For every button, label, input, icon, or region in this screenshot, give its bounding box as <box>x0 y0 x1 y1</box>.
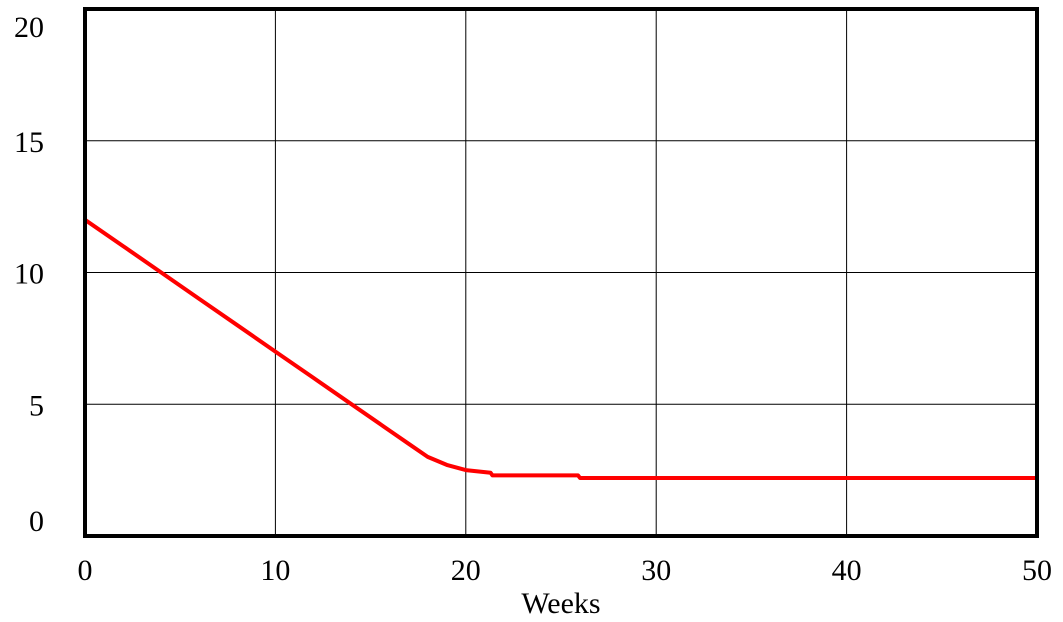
x-tick-label: 50 <box>1022 554 1052 587</box>
y-tick-label: 5 <box>29 389 44 422</box>
series-layer <box>83 217 1039 480</box>
x-tick-label: 40 <box>832 554 862 587</box>
x-tick-label: 0 <box>78 554 93 587</box>
y-tick-label: 20 <box>14 11 44 44</box>
x-axis-title: Weeks <box>521 587 600 620</box>
grid <box>85 9 1037 536</box>
x-tick-label: 30 <box>641 554 671 587</box>
x-tick-label: 10 <box>260 554 290 587</box>
plot-frame <box>83 7 1039 538</box>
y-tick-label: 15 <box>14 126 44 159</box>
series-line <box>83 217 1039 480</box>
y-axis-ticks: 0 5 10 15 20 <box>14 11 44 538</box>
y-tick-label: 10 <box>14 258 44 291</box>
x-axis-ticks: 0 10 20 30 40 50 <box>78 554 1053 587</box>
y-tick-label: 0 <box>29 505 44 538</box>
x-tick-label: 20 <box>451 554 481 587</box>
